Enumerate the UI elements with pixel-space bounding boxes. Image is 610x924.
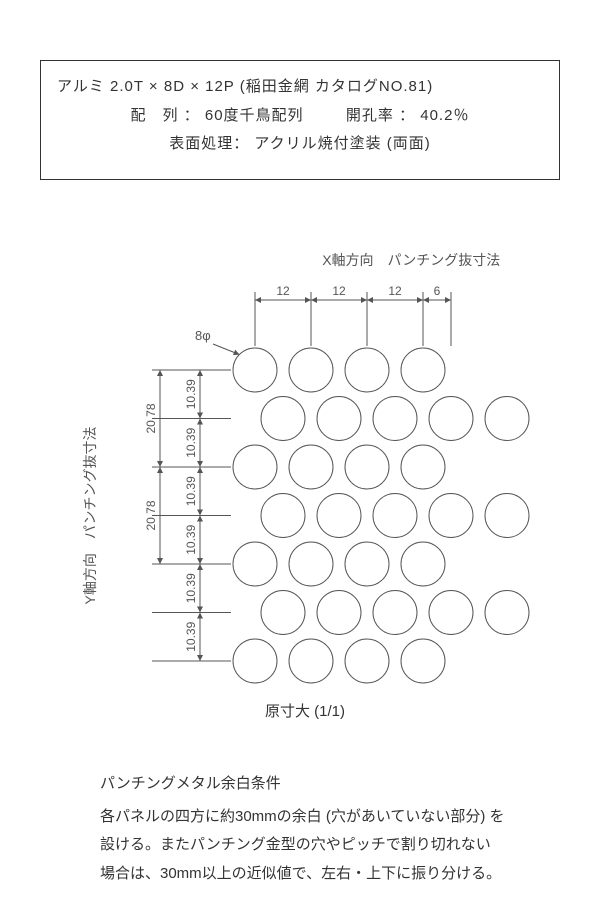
hole-circle xyxy=(485,591,529,635)
y-dim-pair: 20.78 xyxy=(144,403,158,433)
y-dim-single: 10.39 xyxy=(184,621,198,651)
diameter-label: 8φ xyxy=(195,328,211,343)
y-dim-single: 10.39 xyxy=(184,379,198,409)
hole-circle xyxy=(233,445,277,489)
openratio-value: 40.2％ xyxy=(420,107,469,124)
spec-line3: 表面処理： アクリル焼付塗装 (両面) xyxy=(57,130,543,159)
hole-circle xyxy=(317,494,361,538)
hole-circle xyxy=(261,397,305,441)
hole-circle xyxy=(233,348,277,392)
x-axis-title: X軸方向 パンチング抜寸法 xyxy=(322,252,500,268)
x-dim-label: 12 xyxy=(332,284,346,298)
hole-circle xyxy=(429,591,473,635)
arrangement-value: 60度千鳥配列 xyxy=(205,107,304,124)
hole-circle xyxy=(345,445,389,489)
hole-circle xyxy=(429,397,473,441)
notes-body-2: 設ける。またパンチング金型の穴やピッチで割り切れない xyxy=(100,831,540,860)
hole-circle xyxy=(233,542,277,586)
hole-circle xyxy=(373,397,417,441)
scale-caption: 原寸大 (1/1) xyxy=(0,700,610,721)
notes-block: パンチングメタル余白条件 各パネルの四方に約30mmの余白 (穴があいていない部… xyxy=(100,770,540,888)
notes-body-1: 各パネルの四方に約30mmの余白 (穴があいていない部分) を xyxy=(100,803,540,832)
x-dim-label: 6 xyxy=(434,284,441,298)
notes-title: パンチングメタル余白条件 xyxy=(100,770,540,799)
spec-box: アルミ 2.0T × 8D × 12P (稲田金網 カタログNO.81) 配 列… xyxy=(40,60,560,180)
y-dim-single: 10.39 xyxy=(184,524,198,554)
arrangement-label: 配 列 ： xyxy=(131,107,200,124)
hole-circle xyxy=(261,591,305,635)
openratio-label: 開孔率 ： xyxy=(346,107,415,124)
y-dim-single: 10.39 xyxy=(184,573,198,603)
spec-line1: アルミ 2.0T × 8D × 12P (稲田金網 カタログNO.81) xyxy=(57,73,543,102)
hole-circle xyxy=(345,348,389,392)
hole-circle xyxy=(289,542,333,586)
hole-circle xyxy=(373,591,417,635)
hole-circle xyxy=(485,494,529,538)
hole-circle xyxy=(317,591,361,635)
hole-circle xyxy=(401,348,445,392)
hole-circle xyxy=(233,639,277,683)
punching-diagram: X軸方向 パンチング抜寸法 12 12 12 6 8φ Y軸方向 パンチング抜寸法 10.39… xyxy=(80,245,550,715)
hole-circle xyxy=(345,639,389,683)
y-dim-single: 10.39 xyxy=(184,476,198,506)
y-axis-title: Y軸方向 パンチング抜寸法 xyxy=(82,426,98,604)
hole-circle xyxy=(373,494,417,538)
y-dim-single: 10.39 xyxy=(184,427,198,457)
spec-line2: 配 列 ： 60度千鳥配列 開孔率 ： 40.2％ xyxy=(57,102,543,131)
surface-value: アクリル焼付塗装 (両面) xyxy=(254,135,430,152)
hole-circle xyxy=(289,639,333,683)
x-dim-label: 12 xyxy=(276,284,290,298)
hole-circle xyxy=(345,542,389,586)
y-dim-pair: 20.78 xyxy=(144,500,158,530)
notes-body-3: 場合は、30mm以上の近似値で、左右・上下に振り分ける。 xyxy=(100,860,540,889)
hole-circle xyxy=(261,494,305,538)
hole-circle xyxy=(401,639,445,683)
hole-circle xyxy=(401,542,445,586)
x-dim-label: 12 xyxy=(388,284,402,298)
hole-circle xyxy=(289,445,333,489)
hole-circle xyxy=(317,397,361,441)
hole-circle xyxy=(429,494,473,538)
hole-circle xyxy=(485,397,529,441)
hole-circle xyxy=(289,348,333,392)
surface-label: 表面処理： xyxy=(169,135,249,152)
hole-circle xyxy=(401,445,445,489)
